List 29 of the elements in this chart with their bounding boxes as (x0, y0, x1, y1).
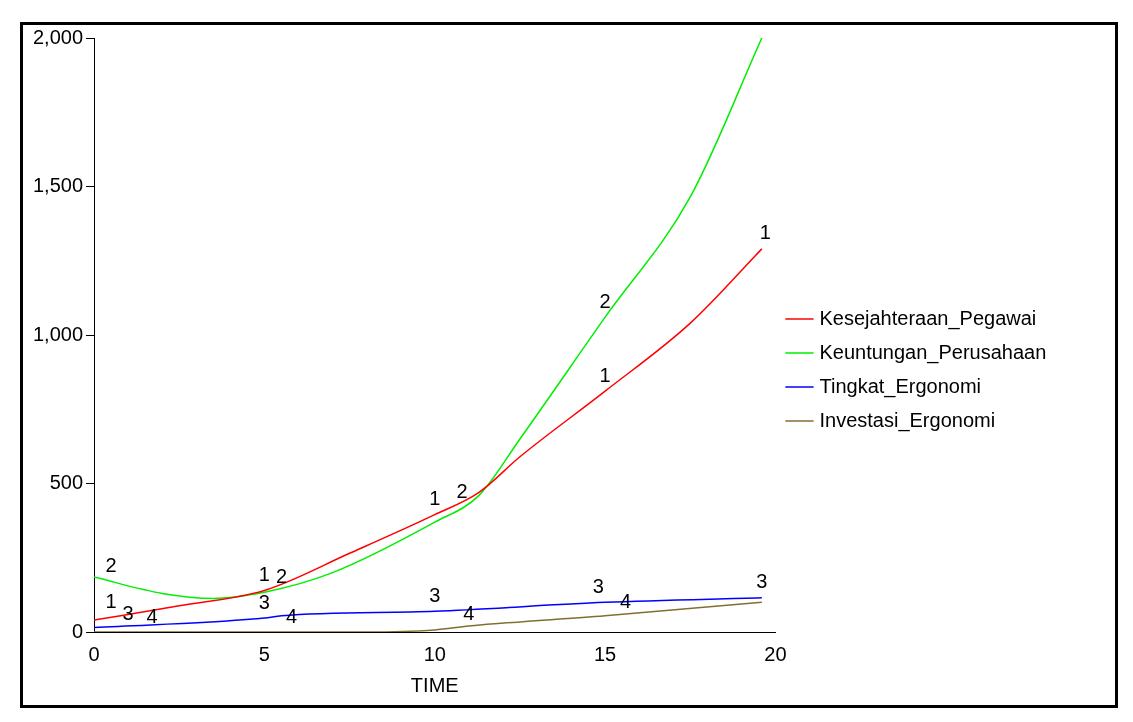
y-tick-label: 1,500 (32, 174, 84, 197)
x-axis-title: TIME (410, 673, 459, 696)
y-tick-label: 500 (49, 471, 84, 494)
annotation: 2 (275, 564, 287, 587)
annotation: 1 (599, 363, 611, 386)
x-tick-label: 0 (88, 642, 100, 665)
annotation: 1 (429, 487, 441, 510)
legend-label: Tingkat_Ergonomi (819, 374, 998, 398)
annotation: 3 (258, 590, 270, 613)
x-tick-label: 20 (764, 642, 787, 665)
annotation: 4 (146, 604, 158, 627)
annotation: 3 (592, 574, 604, 597)
y-tick-label: 0 (71, 619, 84, 642)
x-tick-label: 5 (258, 642, 270, 665)
legend-label: Kesejahteraan_Pegawai (819, 306, 1053, 330)
annotation: 2 (599, 289, 611, 312)
legend-label: Investasi_Ergonomi (819, 408, 1012, 432)
x-tick-label: 10 (423, 642, 446, 665)
annotation: 1 (759, 221, 771, 244)
legend-label: Keuntungan_Perusahaan (819, 340, 1064, 364)
y-tick-label: 1,000 (32, 322, 84, 345)
y-tick-label: 2,000 (32, 25, 84, 48)
x-tick-label: 15 (593, 642, 617, 665)
annotation: 1 (258, 562, 270, 585)
annotation: 2 (456, 479, 468, 502)
annotation: 2 (105, 553, 117, 576)
annotation: 3 (429, 583, 441, 606)
annotation: 1 (105, 589, 117, 612)
annotation: 3 (756, 570, 768, 593)
